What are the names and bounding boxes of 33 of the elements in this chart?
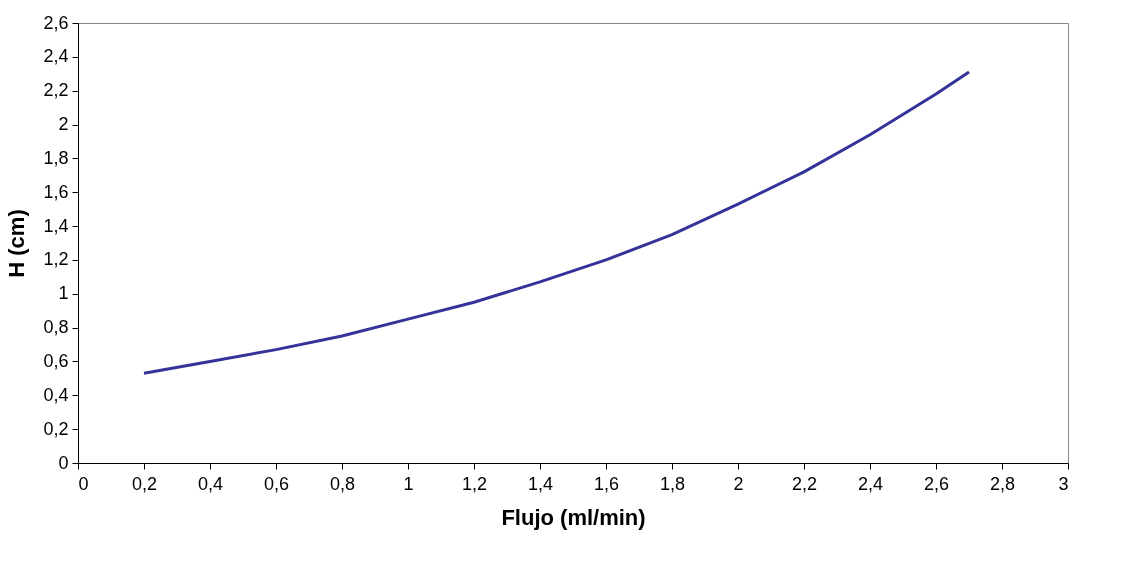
x-tick-label: 1 — [403, 473, 414, 494]
x-tick-label: 2,4 — [857, 473, 884, 494]
x-tick-label: 0,6 — [263, 473, 290, 494]
y-tick-label: 2,2 — [43, 80, 69, 101]
x-tick-label: 0,4 — [197, 473, 224, 494]
x-tick-label: 0,2 — [131, 473, 158, 494]
y-axis-title: H (cm) — [4, 209, 30, 278]
x-tick-label: 2,2 — [791, 473, 818, 494]
y-tick-label: 1,4 — [43, 215, 69, 236]
line-series — [142, 70, 971, 375]
y-tick-label: 1,2 — [43, 249, 69, 270]
x-tick-label: 2 — [733, 473, 744, 494]
y-tick-label: 0,2 — [43, 418, 69, 439]
y-tick-label: 0 — [58, 452, 69, 473]
x-tick-label: 0 — [78, 473, 89, 494]
y-tick-label: 0,6 — [43, 350, 69, 371]
y-tick-label: 0,8 — [43, 317, 69, 338]
x-tick-label: 3 — [1058, 473, 1069, 494]
x-axis-title: Flujo (ml/min) — [501, 504, 646, 530]
x-tick-label: 1,8 — [659, 473, 686, 494]
x-tick-label: 2,6 — [923, 473, 950, 494]
y-tick-label: 1 — [58, 283, 69, 304]
x-tick-label: 1,4 — [527, 473, 554, 494]
y-tick-label: 1,8 — [43, 147, 69, 168]
y-tick-label: 1,6 — [43, 181, 69, 202]
x-tick-label: 0,8 — [329, 473, 356, 494]
y-tick-label: 2 — [58, 114, 69, 135]
x-tick-label: 1,2 — [461, 473, 488, 494]
y-tick-label: 2,6 — [43, 12, 69, 33]
y-tick-label: 0,4 — [43, 384, 69, 405]
y-tick-label: 2,4 — [43, 46, 69, 67]
x-tick-label: 2,8 — [989, 473, 1016, 494]
x-tick-label: 1,6 — [593, 473, 620, 494]
